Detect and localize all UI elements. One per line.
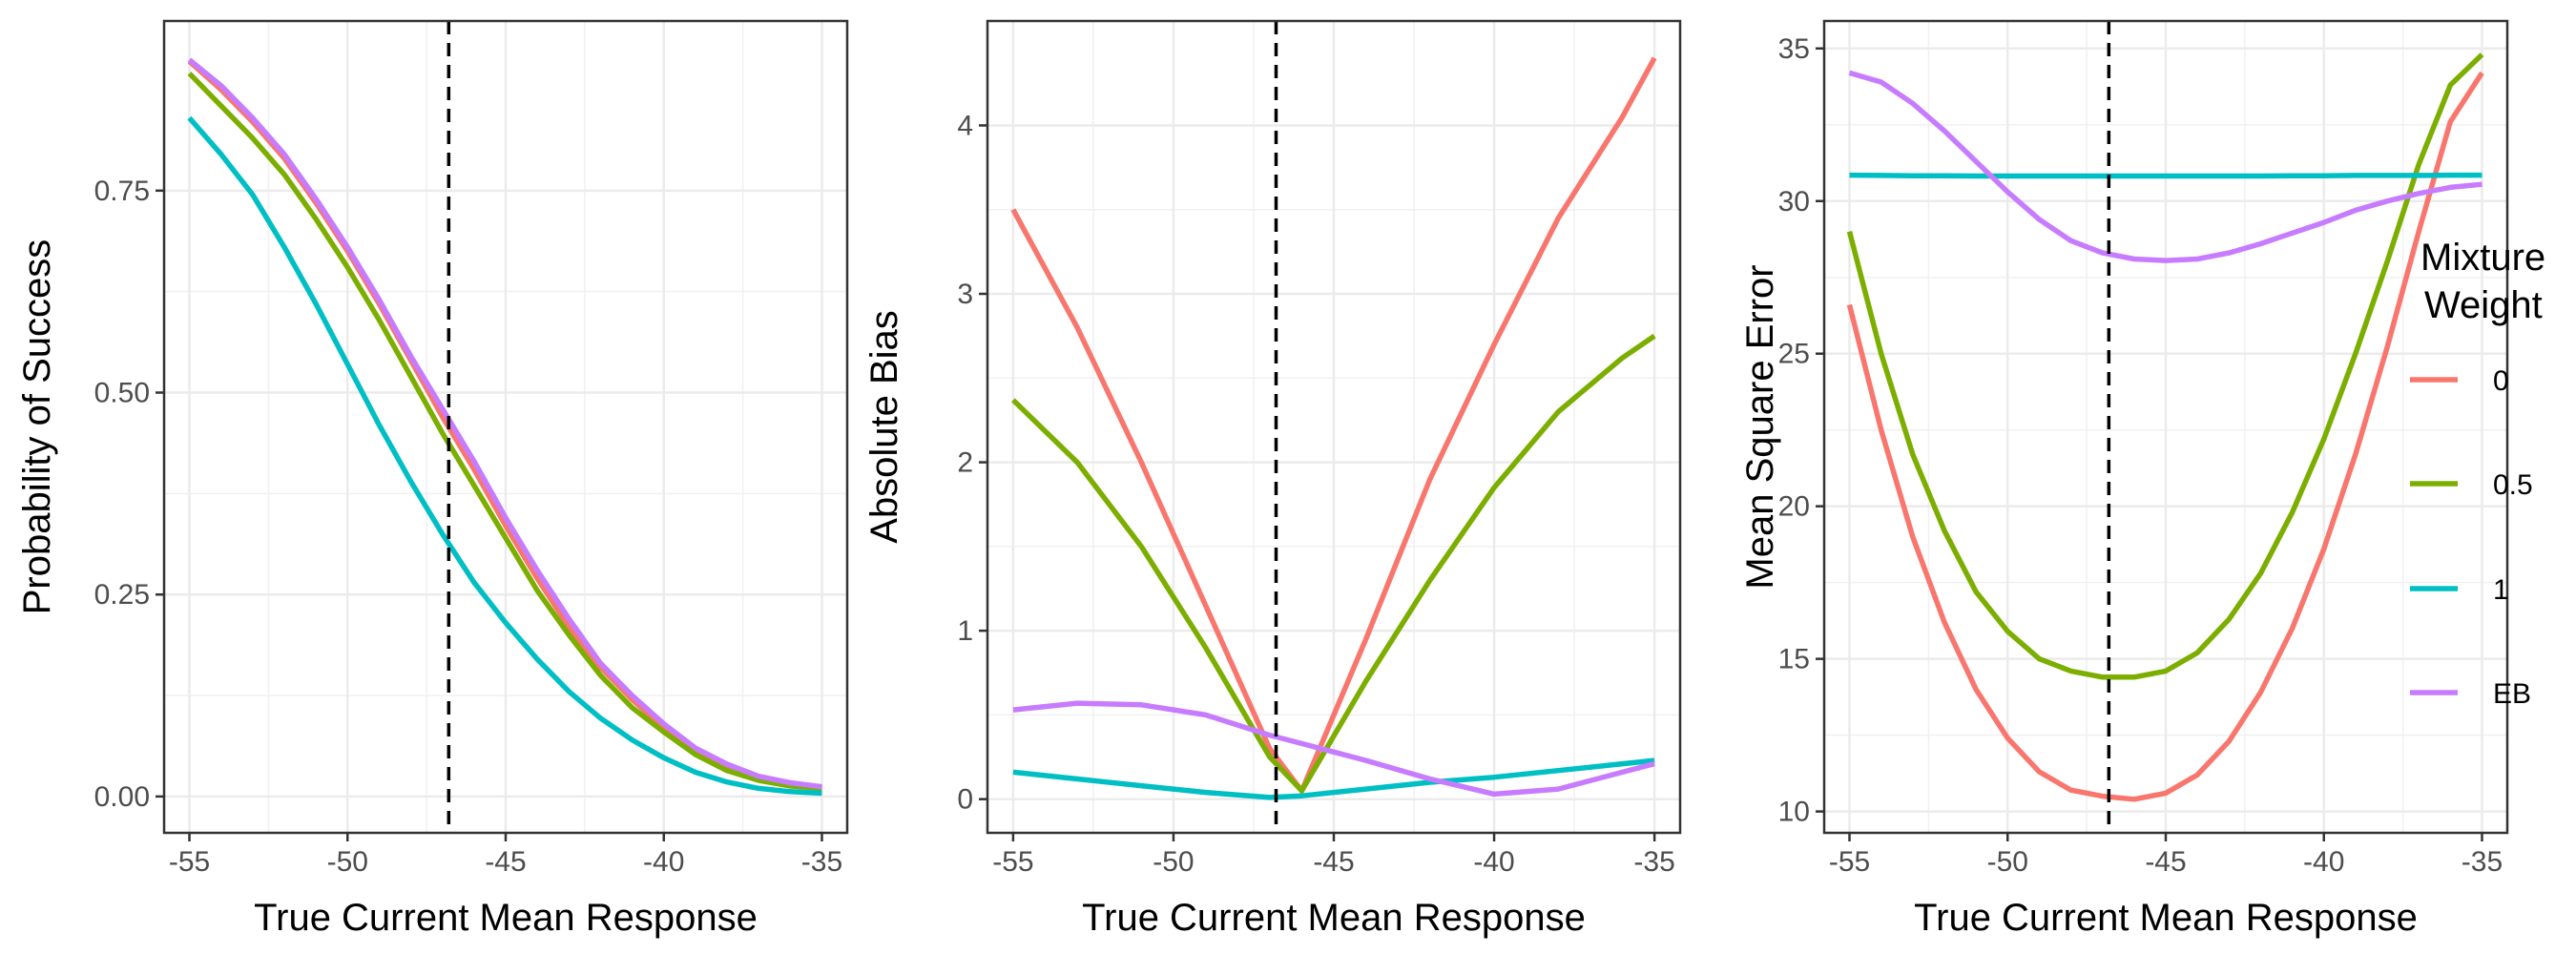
chart-panel-2: -55 -50 -45 -40 -35 0 1 2 3 4 True Current Mean Re… <box>863 19 1682 939</box>
series-lines <box>187 57 822 797</box>
series-line-EB <box>187 57 822 790</box>
x-tick-label: -35 <box>2462 846 2503 878</box>
x-tick-label: -40 <box>643 846 684 878</box>
legend-item-0-5: 0.5 <box>2410 469 2533 501</box>
y-tick-label: 25 <box>1778 339 1810 370</box>
axes: -55 -50 -45 -40 -35 10 15 20 25 30 35 <box>1778 33 2503 878</box>
legend-item-0: 0 <box>2410 365 2509 397</box>
x-tick-label: -35 <box>801 846 842 878</box>
x-tick-label: -50 <box>1153 846 1194 878</box>
axes: -55 -50 -45 -40 -35 0.00 0.25 0.50 0.75 <box>94 176 843 878</box>
series-line-0-5 <box>1010 333 1656 794</box>
y-axis-title: Absolute Bias <box>863 310 905 544</box>
x-tick-label: -35 <box>1633 846 1674 878</box>
x-axis-title: True Current Mean Response <box>254 897 758 939</box>
legend: Mixture Weight 0 0.5 1 EB <box>2410 237 2545 710</box>
x-tick-label: -45 <box>485 846 526 878</box>
x-tick-label: -50 <box>327 846 368 878</box>
y-tick-label: 20 <box>1778 491 1810 523</box>
y-tick-label: 15 <box>1778 644 1810 675</box>
legend-item-label: 0.5 <box>2493 469 2533 501</box>
y-tick-label: 0.50 <box>94 378 150 409</box>
y-tick-label: 1 <box>957 615 973 647</box>
y-tick-label: 2 <box>957 447 973 479</box>
x-tick-label: -40 <box>1473 846 1514 878</box>
y-tick-label: 0 <box>957 784 973 816</box>
x-tick-label: -55 <box>169 846 210 878</box>
x-axis-title: True Current Mean Response <box>1914 897 2418 939</box>
x-tick-label: -55 <box>992 846 1033 878</box>
series-line-EB <box>1848 70 2483 263</box>
major-gridlines <box>987 21 1680 833</box>
y-tick-label: 3 <box>957 279 973 310</box>
x-tick-label: -55 <box>1829 846 1870 878</box>
y-tick-label: 10 <box>1778 797 1810 828</box>
legend-item-EB: EB <box>2410 678 2531 710</box>
major-gridlines <box>164 21 847 833</box>
legend-title-line1: Mixture <box>2420 237 2545 279</box>
legend-item-label: EB <box>2493 678 2531 710</box>
y-tick-label: 35 <box>1778 33 1810 65</box>
chart-panels: -55 -50 -45 -40 -35 0.00 0.25 0.50 0.75 True Curr… <box>16 19 2509 939</box>
chart-panel-1: -55 -50 -45 -40 -35 0.00 0.25 0.50 0.75 True Curr… <box>16 19 849 939</box>
series-lines <box>1846 52 2484 802</box>
y-tick-label: 0.25 <box>94 579 150 611</box>
series-line-0-5 <box>187 72 822 792</box>
x-tick-label: -50 <box>1987 846 2028 878</box>
series-line-0 <box>1010 56 1657 794</box>
major-gridlines <box>1824 21 2507 833</box>
y-axis-title: Probability of Success <box>16 239 58 615</box>
legend-item-label: 1 <box>2493 574 2509 606</box>
series-line-EB <box>1012 700 1655 798</box>
y-tick-label: 4 <box>957 110 973 141</box>
y-tick-label: 30 <box>1778 186 1810 218</box>
x-axis-title: True Current Mean Response <box>1082 897 1586 939</box>
legend-item-1: 1 <box>2410 574 2509 606</box>
x-tick-label: -45 <box>1313 846 1354 878</box>
legend-items: 0 0.5 1 EB <box>2410 365 2533 710</box>
y-tick-label: 0.00 <box>94 781 150 813</box>
x-tick-label: -40 <box>2303 846 2344 878</box>
y-axis-title: Mean Square Error <box>1739 264 1781 589</box>
y-tick-label: 0.75 <box>94 176 150 207</box>
series-line-0-5 <box>1846 52 2484 680</box>
legend-item-label: 0 <box>2493 365 2509 397</box>
series-line-1 <box>1012 757 1655 800</box>
series-line-0 <box>1846 71 2484 802</box>
legend-title-line2: Weight <box>2424 284 2543 326</box>
series-line-1 <box>187 115 822 797</box>
x-tick-label: -45 <box>2145 846 2186 878</box>
series-lines <box>1010 56 1657 800</box>
axes: -55 -50 -45 -40 -35 0 1 2 3 4 <box>957 110 1674 878</box>
